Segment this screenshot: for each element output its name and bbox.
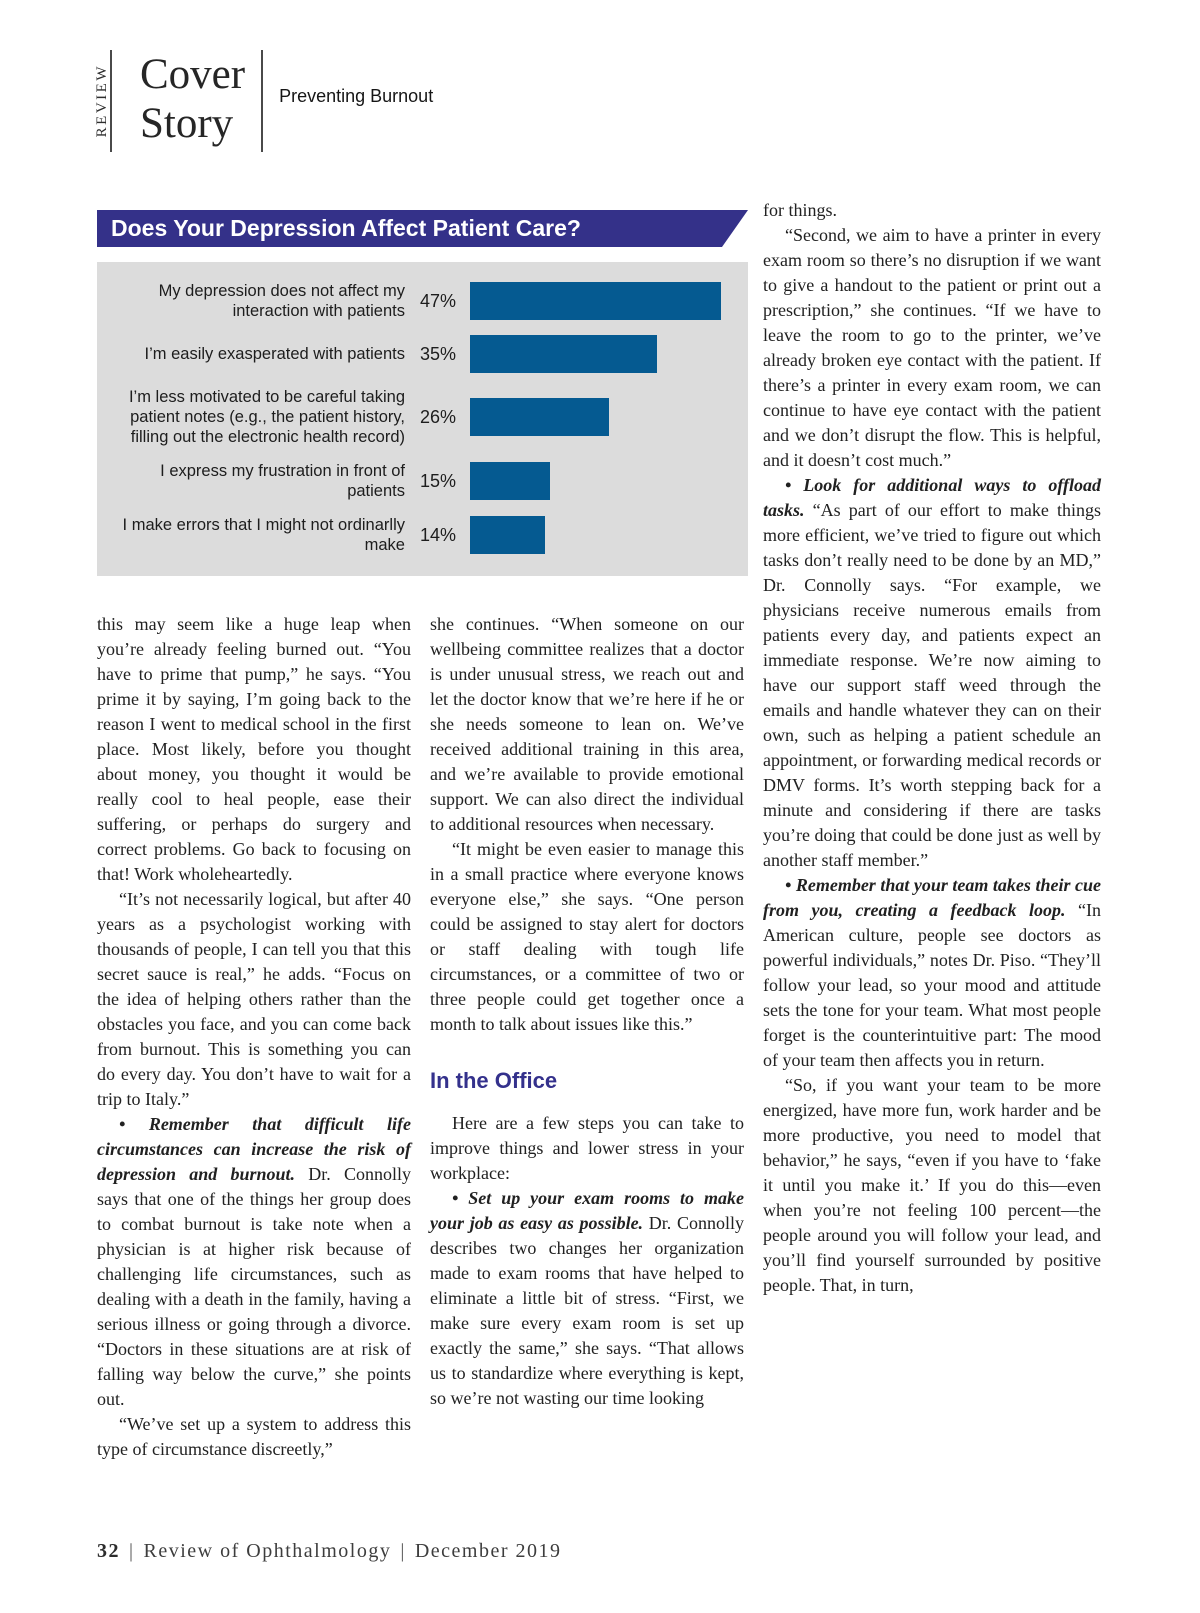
chart-category-label: I’m easily exasperated with patients <box>144 345 405 363</box>
page-footer: 32 | Review of Ophthalmology | December 2019 <box>97 1540 562 1563</box>
chart-bar-track <box>470 282 736 320</box>
bullet-lead: • Remember that your team takes their cu… <box>763 875 1101 920</box>
chart-value-label: 14% <box>420 524 457 545</box>
issue-date: December 2019 <box>414 1540 562 1562</box>
header-divider <box>110 50 112 152</box>
kicker-text: REVIEW <box>94 64 110 138</box>
chart-bar <box>470 335 658 373</box>
page-header: REVIEW Cover Story Preventing Burnout <box>94 50 434 152</box>
footer-separator: | <box>129 1540 135 1562</box>
chart-value-label: 35% <box>420 343 457 364</box>
paragraph: “Second, we aim to have a printer in eve… <box>763 225 1101 470</box>
page-number: 32 <box>97 1540 120 1562</box>
section-subhead: In the Office <box>430 1068 558 1093</box>
chart-row: I’m less motivated to be careful taking … <box>105 380 736 454</box>
bullet-paragraph: • Look for additional ways to offload ta… <box>763 473 1101 873</box>
chart-value-label: 26% <box>420 406 457 427</box>
footer-separator: | <box>400 1540 406 1562</box>
chart-value-label: 15% <box>420 470 457 491</box>
title-line-1: Cover <box>140 51 246 98</box>
chart-row: I make errors that I might not ordinarll… <box>105 508 736 562</box>
text-column-middle: she continues. “When someone on our well… <box>430 612 744 1411</box>
cover-story-title: Cover Story <box>124 50 261 152</box>
chart-bar-track <box>470 335 736 373</box>
paragraph-text: “As part of our effort to make things mo… <box>763 500 1101 870</box>
paragraph: this may seem like a huge leap when you’… <box>97 614 411 884</box>
title-line-2: Story <box>140 100 234 147</box>
chart-row: My depression does not affect my interac… <box>105 274 736 328</box>
chart-bar <box>470 462 551 500</box>
paragraph: “It might be even easier to manage this … <box>430 839 744 1034</box>
section-kicker: REVIEW <box>94 50 110 152</box>
chart-bar <box>470 398 610 436</box>
chart-bar-track <box>470 398 736 436</box>
paragraph: “It’s not necessarily logical, but after… <box>97 889 411 1109</box>
chart-title: Does Your Depression Affect Patient Care… <box>97 210 748 247</box>
text-column-left: this may seem like a huge leap when you’… <box>97 612 411 1462</box>
chart-category-label: I express my frustration in front of pat… <box>160 462 405 500</box>
publication-name: Review of Ophthalmology <box>143 1540 392 1562</box>
paragraph-text: “In American culture, people see doctors… <box>763 900 1101 1070</box>
paragraph-text: Dr. Connolly describes two changes her o… <box>430 1213 744 1408</box>
chart-category-label: I’m less motivated to be careful taking … <box>128 388 405 446</box>
chart-row: I express my frustration in front of pat… <box>105 454 736 508</box>
paragraph: “So, if you want your team to be more en… <box>763 1075 1101 1295</box>
chart-panel: My depression does not affect my interac… <box>97 262 748 576</box>
paragraph-text: Dr. Connolly says that one of the things… <box>97 1164 411 1409</box>
bullet-paragraph: • Set up your exam rooms to make your jo… <box>430 1186 744 1411</box>
chart-row: I’m easily exasperated with patients 35% <box>105 328 736 380</box>
header-divider <box>261 50 264 152</box>
chart-bar <box>470 282 722 320</box>
paragraph: for things. <box>763 200 837 220</box>
chart-bar-track <box>470 462 736 500</box>
bullet-lead: • Look for additional ways to offload ta… <box>763 475 1101 520</box>
chart-bar-track <box>470 516 736 554</box>
bullet-paragraph: • Remember that difficult life circumsta… <box>97 1112 411 1412</box>
paragraph: Here are a few steps you can take to imp… <box>430 1113 744 1183</box>
depression-chart: Does Your Depression Affect Patient Care… <box>97 210 748 576</box>
paragraph: she continues. “When someone on our well… <box>430 614 744 834</box>
paragraph: “We’ve set up a system to address this t… <box>97 1414 411 1459</box>
text-column-right: for things. “Second, we aim to have a pri… <box>763 198 1101 1298</box>
bullet-lead: • Remember that difficult life circumsta… <box>97 1114 411 1184</box>
chart-bar <box>470 516 545 554</box>
chart-category-label: I make errors that I might not ordinarll… <box>122 516 405 554</box>
bullet-paragraph: • Remember that your team takes their cu… <box>763 873 1101 1073</box>
article-title: Preventing Burnout <box>279 86 434 106</box>
chart-category-label: My depression does not affect my interac… <box>158 282 405 320</box>
bullet-lead: • Set up your exam rooms to make your jo… <box>430 1188 744 1233</box>
chart-value-label: 47% <box>420 290 457 311</box>
